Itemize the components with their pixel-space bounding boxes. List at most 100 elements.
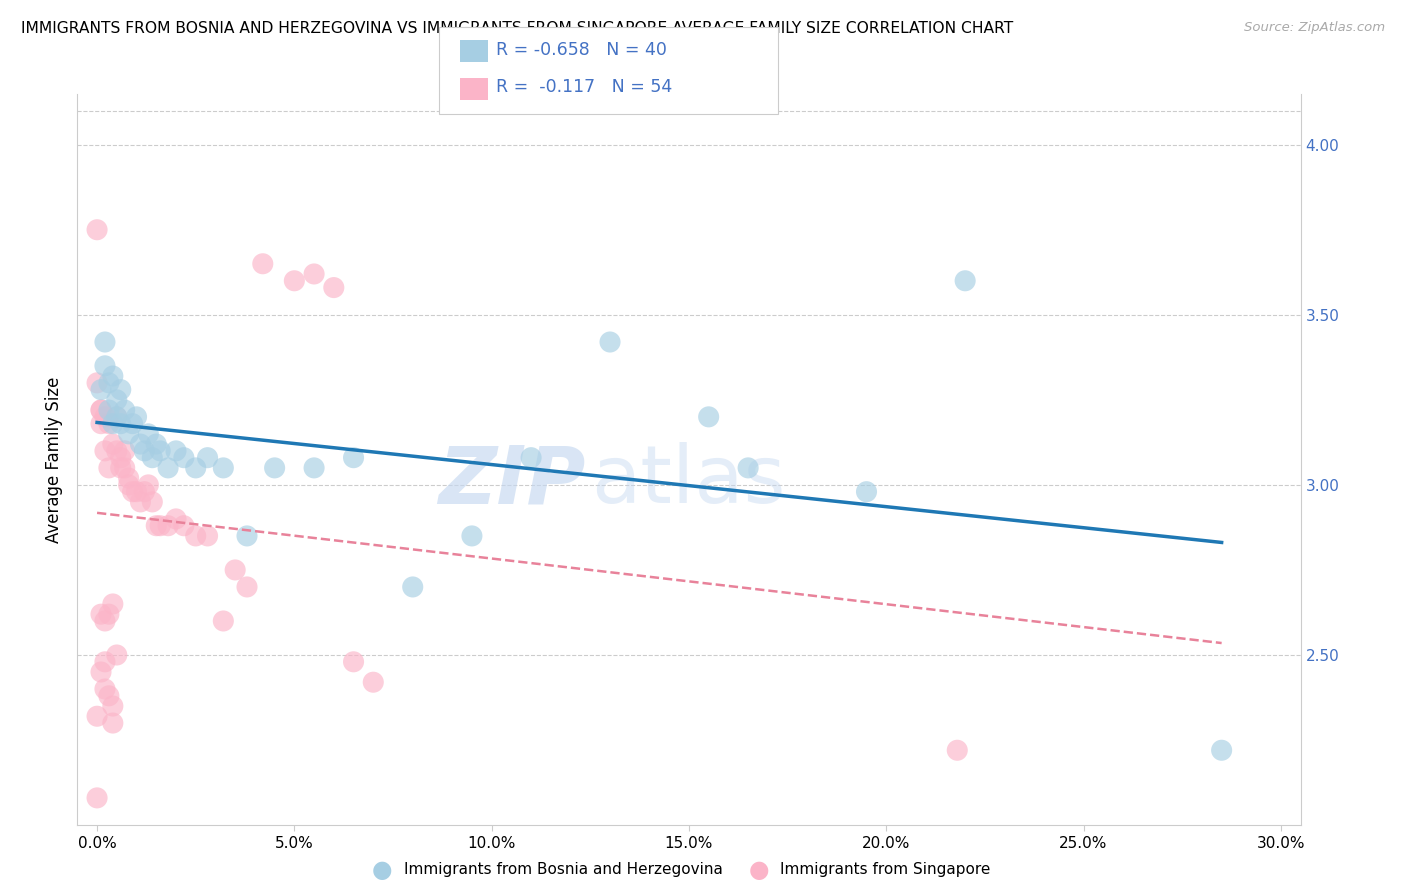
- Point: [134, 484, 156, 499]
- Point: [101, 716, 124, 731]
- Point: [322, 280, 344, 294]
- Point: [138, 426, 160, 441]
- Point: [197, 450, 219, 465]
- Point: [110, 450, 132, 465]
- Point: [173, 450, 195, 465]
- Text: ZIP: ZIP: [437, 442, 585, 520]
- Point: [141, 450, 163, 465]
- Point: [149, 443, 172, 458]
- Point: [94, 443, 117, 458]
- Point: [86, 376, 108, 390]
- Point: [236, 529, 259, 543]
- Point: [697, 409, 720, 424]
- Point: [302, 267, 325, 281]
- Point: [97, 417, 120, 431]
- Point: [224, 563, 246, 577]
- Text: R = -0.658   N = 40: R = -0.658 N = 40: [496, 41, 668, 59]
- Point: [117, 471, 139, 485]
- Point: [94, 614, 117, 628]
- Point: [263, 461, 285, 475]
- Point: [141, 495, 163, 509]
- Point: [157, 518, 180, 533]
- Point: [129, 495, 152, 509]
- Point: [145, 518, 167, 533]
- Point: [129, 437, 152, 451]
- Point: [86, 790, 108, 805]
- Point: [90, 403, 112, 417]
- Point: [101, 597, 124, 611]
- Point: [114, 461, 136, 475]
- Point: [97, 461, 120, 475]
- Text: Immigrants from Bosnia and Herzegovina: Immigrants from Bosnia and Herzegovina: [404, 863, 723, 877]
- Point: [94, 681, 117, 696]
- Point: [86, 223, 108, 237]
- Point: [97, 607, 120, 622]
- Point: [97, 403, 120, 417]
- Point: [101, 699, 124, 714]
- Point: [97, 376, 120, 390]
- Point: [157, 461, 180, 475]
- Point: [855, 484, 877, 499]
- Text: Immigrants from Singapore: Immigrants from Singapore: [780, 863, 991, 877]
- Point: [283, 274, 305, 288]
- Text: IMMIGRANTS FROM BOSNIA AND HERZEGOVINA VS IMMIGRANTS FROM SINGAPORE AVERAGE FAMI: IMMIGRANTS FROM BOSNIA AND HERZEGOVINA V…: [21, 21, 1014, 36]
- Point: [90, 665, 112, 679]
- Point: [114, 403, 136, 417]
- Text: ●: ●: [371, 858, 392, 881]
- Point: [114, 443, 136, 458]
- Text: R =  -0.117   N = 54: R = -0.117 N = 54: [496, 78, 672, 96]
- Point: [121, 417, 143, 431]
- Point: [94, 409, 117, 424]
- Point: [184, 529, 207, 543]
- Point: [110, 383, 132, 397]
- Point: [165, 512, 187, 526]
- Point: [90, 607, 112, 622]
- Point: [90, 383, 112, 397]
- Point: [94, 655, 117, 669]
- Point: [117, 478, 139, 492]
- Point: [125, 484, 148, 499]
- Point: [212, 614, 235, 628]
- Point: [117, 426, 139, 441]
- Point: [138, 478, 160, 492]
- Point: [173, 518, 195, 533]
- Point: [105, 392, 128, 407]
- Point: [342, 655, 364, 669]
- Point: [94, 334, 117, 349]
- Point: [97, 689, 120, 703]
- Point: [737, 461, 759, 475]
- Point: [402, 580, 425, 594]
- Point: [101, 369, 124, 384]
- Text: ●: ●: [748, 858, 769, 881]
- Y-axis label: Average Family Size: Average Family Size: [45, 376, 63, 542]
- Point: [252, 257, 274, 271]
- Point: [599, 334, 621, 349]
- Point: [149, 518, 172, 533]
- Point: [461, 529, 484, 543]
- Point: [105, 409, 128, 424]
- Point: [236, 580, 259, 594]
- Point: [105, 443, 128, 458]
- Point: [342, 450, 364, 465]
- Point: [90, 403, 112, 417]
- Point: [953, 274, 976, 288]
- Point: [105, 409, 128, 424]
- Point: [101, 437, 124, 451]
- Point: [94, 359, 117, 373]
- Point: [946, 743, 969, 757]
- Point: [165, 443, 187, 458]
- Point: [110, 417, 132, 431]
- Point: [90, 417, 112, 431]
- Point: [302, 461, 325, 475]
- Point: [145, 437, 167, 451]
- Point: [1211, 743, 1233, 757]
- Point: [520, 450, 543, 465]
- Point: [361, 675, 384, 690]
- Point: [101, 417, 124, 431]
- Point: [197, 529, 219, 543]
- Point: [212, 461, 235, 475]
- Text: atlas: atlas: [591, 442, 786, 520]
- Point: [125, 409, 148, 424]
- Point: [184, 461, 207, 475]
- Point: [86, 709, 108, 723]
